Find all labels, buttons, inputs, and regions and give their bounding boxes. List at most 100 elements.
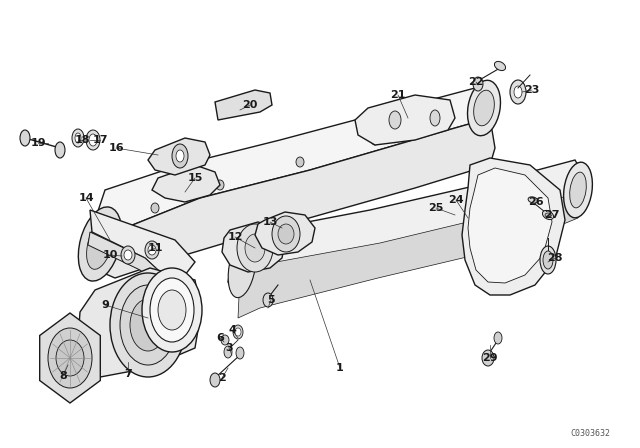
Polygon shape (238, 193, 580, 318)
Text: 5: 5 (267, 295, 275, 305)
Ellipse shape (48, 328, 92, 388)
Ellipse shape (145, 241, 159, 259)
Ellipse shape (56, 340, 84, 376)
Text: 27: 27 (544, 210, 560, 220)
Text: 2: 2 (218, 373, 226, 383)
Text: 14: 14 (78, 193, 94, 203)
Ellipse shape (545, 213, 551, 217)
Ellipse shape (272, 216, 300, 252)
Text: 12: 12 (227, 232, 243, 242)
Ellipse shape (216, 180, 224, 190)
Polygon shape (90, 210, 195, 278)
Ellipse shape (473, 77, 483, 91)
Ellipse shape (130, 299, 166, 351)
Ellipse shape (430, 110, 440, 126)
Ellipse shape (482, 350, 494, 366)
Text: 26: 26 (528, 197, 544, 207)
Text: 19: 19 (30, 138, 46, 148)
Polygon shape (152, 165, 220, 202)
Text: 8: 8 (59, 371, 67, 381)
Text: 15: 15 (188, 173, 203, 183)
Ellipse shape (540, 246, 556, 274)
Ellipse shape (528, 197, 538, 203)
Ellipse shape (86, 219, 113, 269)
Text: 1: 1 (336, 363, 344, 373)
Polygon shape (215, 90, 272, 120)
Polygon shape (355, 95, 455, 145)
Ellipse shape (78, 207, 122, 281)
Polygon shape (255, 212, 315, 255)
Polygon shape (148, 138, 210, 175)
Text: 7: 7 (124, 369, 132, 379)
Ellipse shape (245, 234, 265, 262)
Text: 6: 6 (216, 333, 224, 343)
Ellipse shape (564, 162, 593, 218)
Ellipse shape (495, 61, 506, 71)
Polygon shape (222, 222, 285, 272)
Ellipse shape (474, 90, 494, 126)
Ellipse shape (441, 115, 449, 125)
Text: 13: 13 (262, 217, 278, 227)
Ellipse shape (124, 250, 132, 260)
Ellipse shape (233, 325, 243, 339)
Ellipse shape (148, 245, 156, 255)
Text: C0303632: C0303632 (570, 429, 610, 438)
Text: 18: 18 (74, 135, 90, 145)
Text: 20: 20 (243, 100, 258, 110)
Text: 9: 9 (101, 300, 109, 310)
Polygon shape (228, 160, 582, 295)
Ellipse shape (510, 80, 526, 104)
Ellipse shape (210, 373, 220, 387)
Text: 22: 22 (468, 77, 484, 87)
Polygon shape (468, 168, 552, 283)
Ellipse shape (86, 130, 100, 150)
Ellipse shape (278, 224, 294, 244)
Ellipse shape (263, 293, 273, 307)
Ellipse shape (543, 251, 553, 269)
Ellipse shape (514, 86, 522, 98)
Ellipse shape (89, 134, 97, 146)
Ellipse shape (55, 142, 65, 158)
Ellipse shape (224, 346, 232, 358)
Ellipse shape (20, 130, 30, 146)
Polygon shape (40, 313, 100, 403)
Ellipse shape (389, 111, 401, 129)
Ellipse shape (235, 328, 241, 336)
Polygon shape (78, 268, 200, 378)
Ellipse shape (494, 332, 502, 344)
Ellipse shape (121, 246, 135, 264)
Ellipse shape (221, 335, 229, 345)
Ellipse shape (150, 278, 194, 342)
Ellipse shape (151, 203, 159, 213)
Ellipse shape (172, 144, 188, 168)
Ellipse shape (176, 150, 184, 162)
Text: 11: 11 (147, 243, 163, 253)
Ellipse shape (570, 172, 586, 208)
Polygon shape (88, 232, 185, 290)
Text: 3: 3 (225, 343, 233, 353)
Ellipse shape (72, 129, 84, 147)
Text: 10: 10 (102, 250, 118, 260)
Ellipse shape (236, 347, 244, 359)
Ellipse shape (110, 273, 186, 377)
Ellipse shape (142, 268, 202, 352)
Polygon shape (92, 118, 495, 278)
Ellipse shape (296, 157, 304, 167)
Ellipse shape (158, 290, 186, 330)
Text: 29: 29 (482, 353, 498, 363)
Text: 21: 21 (390, 90, 406, 100)
Ellipse shape (543, 211, 554, 220)
Polygon shape (462, 158, 565, 295)
Text: 28: 28 (547, 253, 563, 263)
Polygon shape (95, 88, 490, 230)
Ellipse shape (120, 285, 176, 365)
Text: 23: 23 (524, 85, 540, 95)
Ellipse shape (371, 135, 379, 145)
Text: 24: 24 (448, 195, 464, 205)
Ellipse shape (237, 224, 273, 272)
Ellipse shape (75, 133, 81, 143)
Text: 17: 17 (92, 135, 108, 145)
Ellipse shape (228, 238, 256, 297)
Text: 16: 16 (108, 143, 124, 153)
Ellipse shape (467, 80, 500, 136)
